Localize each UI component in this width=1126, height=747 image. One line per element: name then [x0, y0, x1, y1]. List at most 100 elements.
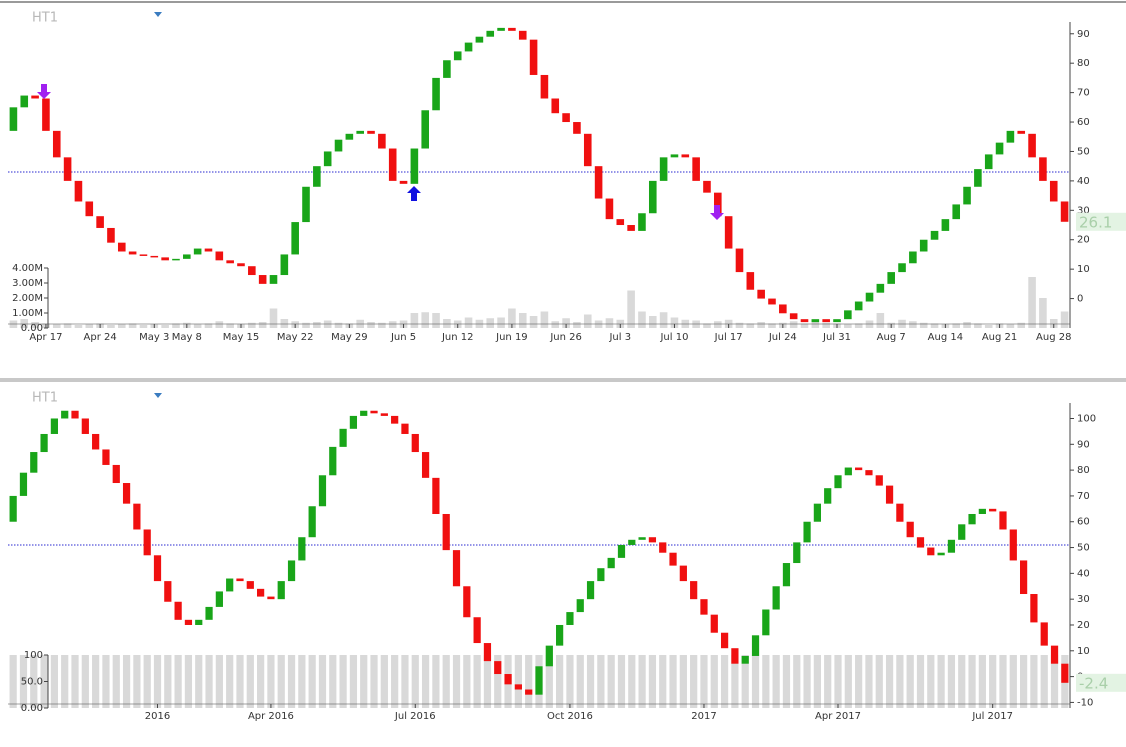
- candle: [793, 542, 801, 564]
- candle: [968, 513, 976, 525]
- candle: [865, 292, 874, 302]
- volume-bar: [411, 655, 419, 708]
- candle: [161, 257, 169, 261]
- y-tick-label: 60: [1077, 117, 1090, 128]
- candle: [40, 433, 48, 453]
- volume-bar: [20, 319, 29, 328]
- volume-bar: [143, 655, 151, 708]
- candle: [834, 475, 842, 489]
- x-tick-label: Jul 17: [714, 332, 743, 343]
- volume-bar: [112, 655, 120, 708]
- candle: [937, 552, 945, 556]
- candle: [576, 599, 584, 613]
- volume-bar: [659, 312, 668, 328]
- volume-bar: [746, 323, 755, 328]
- y-tick-label: 40: [1077, 176, 1090, 187]
- candle: [174, 601, 182, 620]
- candle: [714, 192, 722, 217]
- volume-bar: [844, 655, 852, 708]
- volume-bar: [1006, 324, 1015, 328]
- y-tick-label: 10: [1077, 646, 1090, 657]
- candle: [486, 30, 495, 37]
- candle: [782, 563, 791, 587]
- volume-bar: [74, 325, 83, 328]
- candle: [226, 578, 234, 592]
- x-tick-label: Apr 17: [29, 332, 62, 343]
- volume-bar: [1060, 311, 1069, 328]
- candle: [287, 560, 296, 582]
- candle: [803, 521, 811, 543]
- volume-bar: [236, 655, 244, 708]
- dropdown-arrow[interactable]: [154, 393, 162, 398]
- candle: [679, 565, 687, 582]
- volume-tick-label: 0.00: [21, 703, 43, 714]
- candle: [31, 95, 39, 99]
- candle: [927, 547, 935, 556]
- volume-bar: [597, 655, 605, 708]
- volume-bar: [811, 322, 820, 328]
- volume-tick-label: 2.00M: [12, 293, 43, 304]
- candle: [432, 477, 440, 514]
- candle: [906, 521, 914, 538]
- candle: [421, 110, 430, 149]
- volume-bar: [824, 655, 832, 708]
- volume-bar: [107, 325, 115, 328]
- candle: [308, 506, 316, 538]
- volume-tick-label: 50.0: [21, 677, 43, 688]
- candle: [399, 180, 408, 184]
- volume-bar: [974, 323, 982, 328]
- y-tick-label: -10: [1077, 697, 1093, 708]
- candle: [692, 157, 700, 181]
- volume-bar: [607, 655, 615, 708]
- candle: [236, 578, 244, 582]
- candle: [545, 645, 553, 667]
- candle: [483, 643, 492, 662]
- candle: [731, 648, 739, 664]
- candle: [1030, 594, 1038, 623]
- volume-bar: [909, 321, 917, 328]
- candle: [690, 581, 698, 600]
- candle: [941, 219, 950, 231]
- candle: [153, 555, 162, 582]
- candle: [1028, 133, 1036, 158]
- volume-bar: [380, 655, 388, 708]
- candle: [978, 508, 986, 514]
- volume-bar: [432, 655, 440, 708]
- volume-tick-label: 4.00M: [12, 263, 43, 274]
- volume-bar: [388, 321, 397, 328]
- candle: [226, 260, 234, 264]
- candle: [659, 157, 668, 181]
- candle: [833, 319, 841, 323]
- candle: [930, 230, 939, 240]
- candle: [746, 272, 755, 290]
- volume-bar: [133, 655, 141, 708]
- x-tick-label: Jul 2016: [394, 711, 436, 722]
- candle: [61, 410, 69, 419]
- y-tick-label: 80: [1077, 58, 1090, 69]
- volume-tick-label: 0.00: [21, 323, 43, 334]
- volume-bar: [452, 655, 461, 708]
- volume-bar: [184, 655, 193, 708]
- volume-bar: [919, 322, 928, 328]
- candle: [779, 304, 787, 314]
- candle: [1017, 130, 1026, 134]
- x-tick-label: Oct 2016: [547, 711, 593, 722]
- candle: [876, 283, 885, 293]
- volume-bar: [963, 322, 971, 328]
- volume-bar: [464, 317, 473, 328]
- candle: [556, 624, 564, 646]
- candle: [391, 415, 399, 424]
- volume-bar: [277, 655, 285, 708]
- volume-bar: [432, 313, 440, 328]
- candle: [50, 418, 59, 434]
- candle: [388, 148, 397, 181]
- candle: [334, 139, 343, 152]
- volume-bar: [556, 655, 564, 708]
- volume-bar: [659, 655, 667, 708]
- candle: [648, 537, 657, 543]
- dropdown-arrow[interactable]: [154, 12, 162, 17]
- candle: [19, 472, 28, 496]
- panel-separator: [0, 378, 1126, 382]
- volume-bar: [927, 655, 935, 708]
